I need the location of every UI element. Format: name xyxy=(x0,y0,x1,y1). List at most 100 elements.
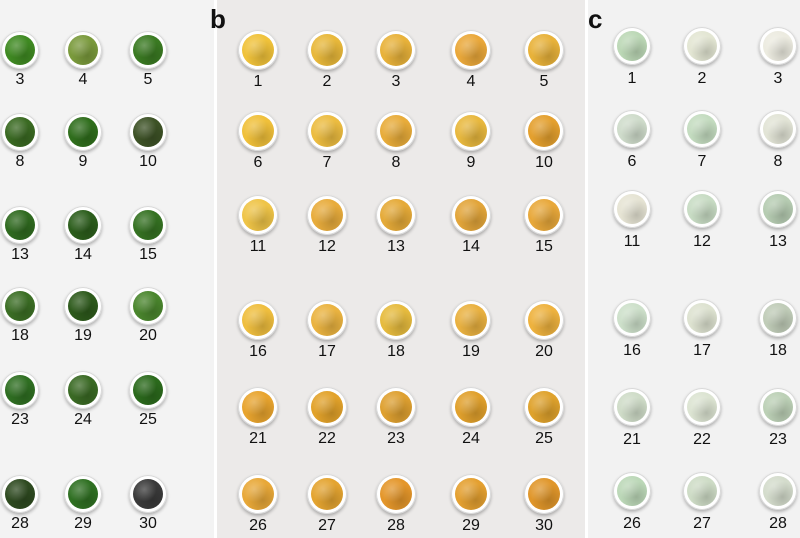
powder-sample xyxy=(5,117,35,147)
sample-number: 15 xyxy=(535,238,553,255)
sample-number: 11 xyxy=(623,233,641,250)
powder-sample xyxy=(687,303,717,333)
panel-c-pale-green-powders: c 1 2 3 6 7 8 11 12 13 16 17 18 21 22 23 26 27 28 xyxy=(588,0,800,538)
sample-number: 22 xyxy=(693,431,711,448)
powder-sample xyxy=(133,479,163,509)
powder-sample xyxy=(528,115,560,147)
sample-number: 8 xyxy=(773,153,783,170)
sample-dish xyxy=(307,300,347,340)
sample-dish xyxy=(1,206,39,244)
sample-dish xyxy=(759,388,797,426)
sample-dish xyxy=(64,287,102,325)
sample-number: 11 xyxy=(249,238,267,255)
powder-sample xyxy=(617,114,647,144)
powder-sample xyxy=(687,476,717,506)
sample-dish xyxy=(238,195,278,235)
sample-dish xyxy=(1,371,39,409)
sample-number: 20 xyxy=(535,343,553,360)
powder-sample xyxy=(133,117,163,147)
sample-number: 10 xyxy=(535,154,553,171)
sample-number: 16 xyxy=(249,343,267,360)
sample-number: 26 xyxy=(623,515,641,532)
powder-sample xyxy=(455,199,487,231)
sample-number: 13 xyxy=(769,233,787,250)
sample-dish xyxy=(759,110,797,148)
sample-dish xyxy=(64,371,102,409)
sample-number: 4 xyxy=(78,71,88,88)
sample-number: 26 xyxy=(249,517,267,534)
sample-dish xyxy=(451,30,491,70)
powder-sample xyxy=(763,31,793,61)
sample-dish xyxy=(683,299,721,337)
powder-sample xyxy=(311,115,343,147)
sample-dish xyxy=(238,474,278,514)
sample-dish xyxy=(129,206,167,244)
powder-sample xyxy=(380,199,412,231)
powder-sample xyxy=(687,392,717,422)
sample-dish xyxy=(376,111,416,151)
sample-dish xyxy=(524,111,564,151)
powder-sample xyxy=(68,291,98,321)
sample-number: 25 xyxy=(139,411,157,428)
powder-sample xyxy=(5,210,35,240)
sample-dish xyxy=(613,388,651,426)
powder-sample xyxy=(380,34,412,66)
panel-label-c: c xyxy=(588,4,603,34)
sample-dish xyxy=(307,111,347,151)
sample-dish xyxy=(613,190,651,228)
powder-sample xyxy=(133,210,163,240)
powder-sample xyxy=(242,304,274,336)
powder-sample xyxy=(5,479,35,509)
powder-sample xyxy=(311,199,343,231)
sample-number: 18 xyxy=(11,327,29,344)
sample-number: 13 xyxy=(11,246,29,263)
sample-number: 3 xyxy=(15,71,25,88)
sample-number: 21 xyxy=(249,430,267,447)
sample-dish xyxy=(613,472,651,510)
powder-sample xyxy=(133,291,163,321)
powder-sample xyxy=(528,34,560,66)
panel-separator xyxy=(585,0,588,538)
sample-number: 23 xyxy=(11,411,29,428)
powder-sample xyxy=(455,391,487,423)
powder-sample xyxy=(311,391,343,423)
sample-dish xyxy=(1,475,39,513)
sample-number: 30 xyxy=(535,517,553,534)
sample-number: 14 xyxy=(74,246,92,263)
powder-sample xyxy=(528,304,560,336)
sample-dish xyxy=(129,31,167,69)
sample-number: 12 xyxy=(318,238,336,255)
sample-dish xyxy=(129,113,167,151)
sample-dish xyxy=(524,30,564,70)
powder-sample xyxy=(68,210,98,240)
sample-number: 23 xyxy=(387,430,405,447)
sample-number: 24 xyxy=(462,430,480,447)
powder-sample xyxy=(617,392,647,422)
powder-sample xyxy=(455,304,487,336)
sample-dish xyxy=(759,472,797,510)
sample-dish xyxy=(376,387,416,427)
sample-number: 19 xyxy=(74,327,92,344)
sample-number: 30 xyxy=(139,515,157,532)
sample-number: 16 xyxy=(623,342,641,359)
powder-sample xyxy=(311,304,343,336)
powder-sample xyxy=(242,34,274,66)
sample-number: 23 xyxy=(769,431,787,448)
sample-number: 24 xyxy=(74,411,92,428)
sample-dish xyxy=(1,113,39,151)
sample-number: 10 xyxy=(139,153,157,170)
powder-sample xyxy=(528,478,560,510)
powder-sample xyxy=(617,194,647,224)
sample-number: 17 xyxy=(318,343,336,360)
sample-number: 29 xyxy=(74,515,92,532)
panel-b-yellow-powders: b 1 2 3 4 5 6 7 8 9 10 11 12 13 14 15 16 17 18 19 20 21 22 23 2… xyxy=(210,0,585,538)
sample-number: 25 xyxy=(535,430,553,447)
powder-sample xyxy=(528,391,560,423)
sample-number: 18 xyxy=(769,342,787,359)
sample-dish xyxy=(1,287,39,325)
sample-number: 4 xyxy=(466,73,476,90)
sample-dish xyxy=(307,387,347,427)
sample-dish xyxy=(683,110,721,148)
sample-number: 1 xyxy=(627,70,637,87)
sample-dish xyxy=(238,387,278,427)
